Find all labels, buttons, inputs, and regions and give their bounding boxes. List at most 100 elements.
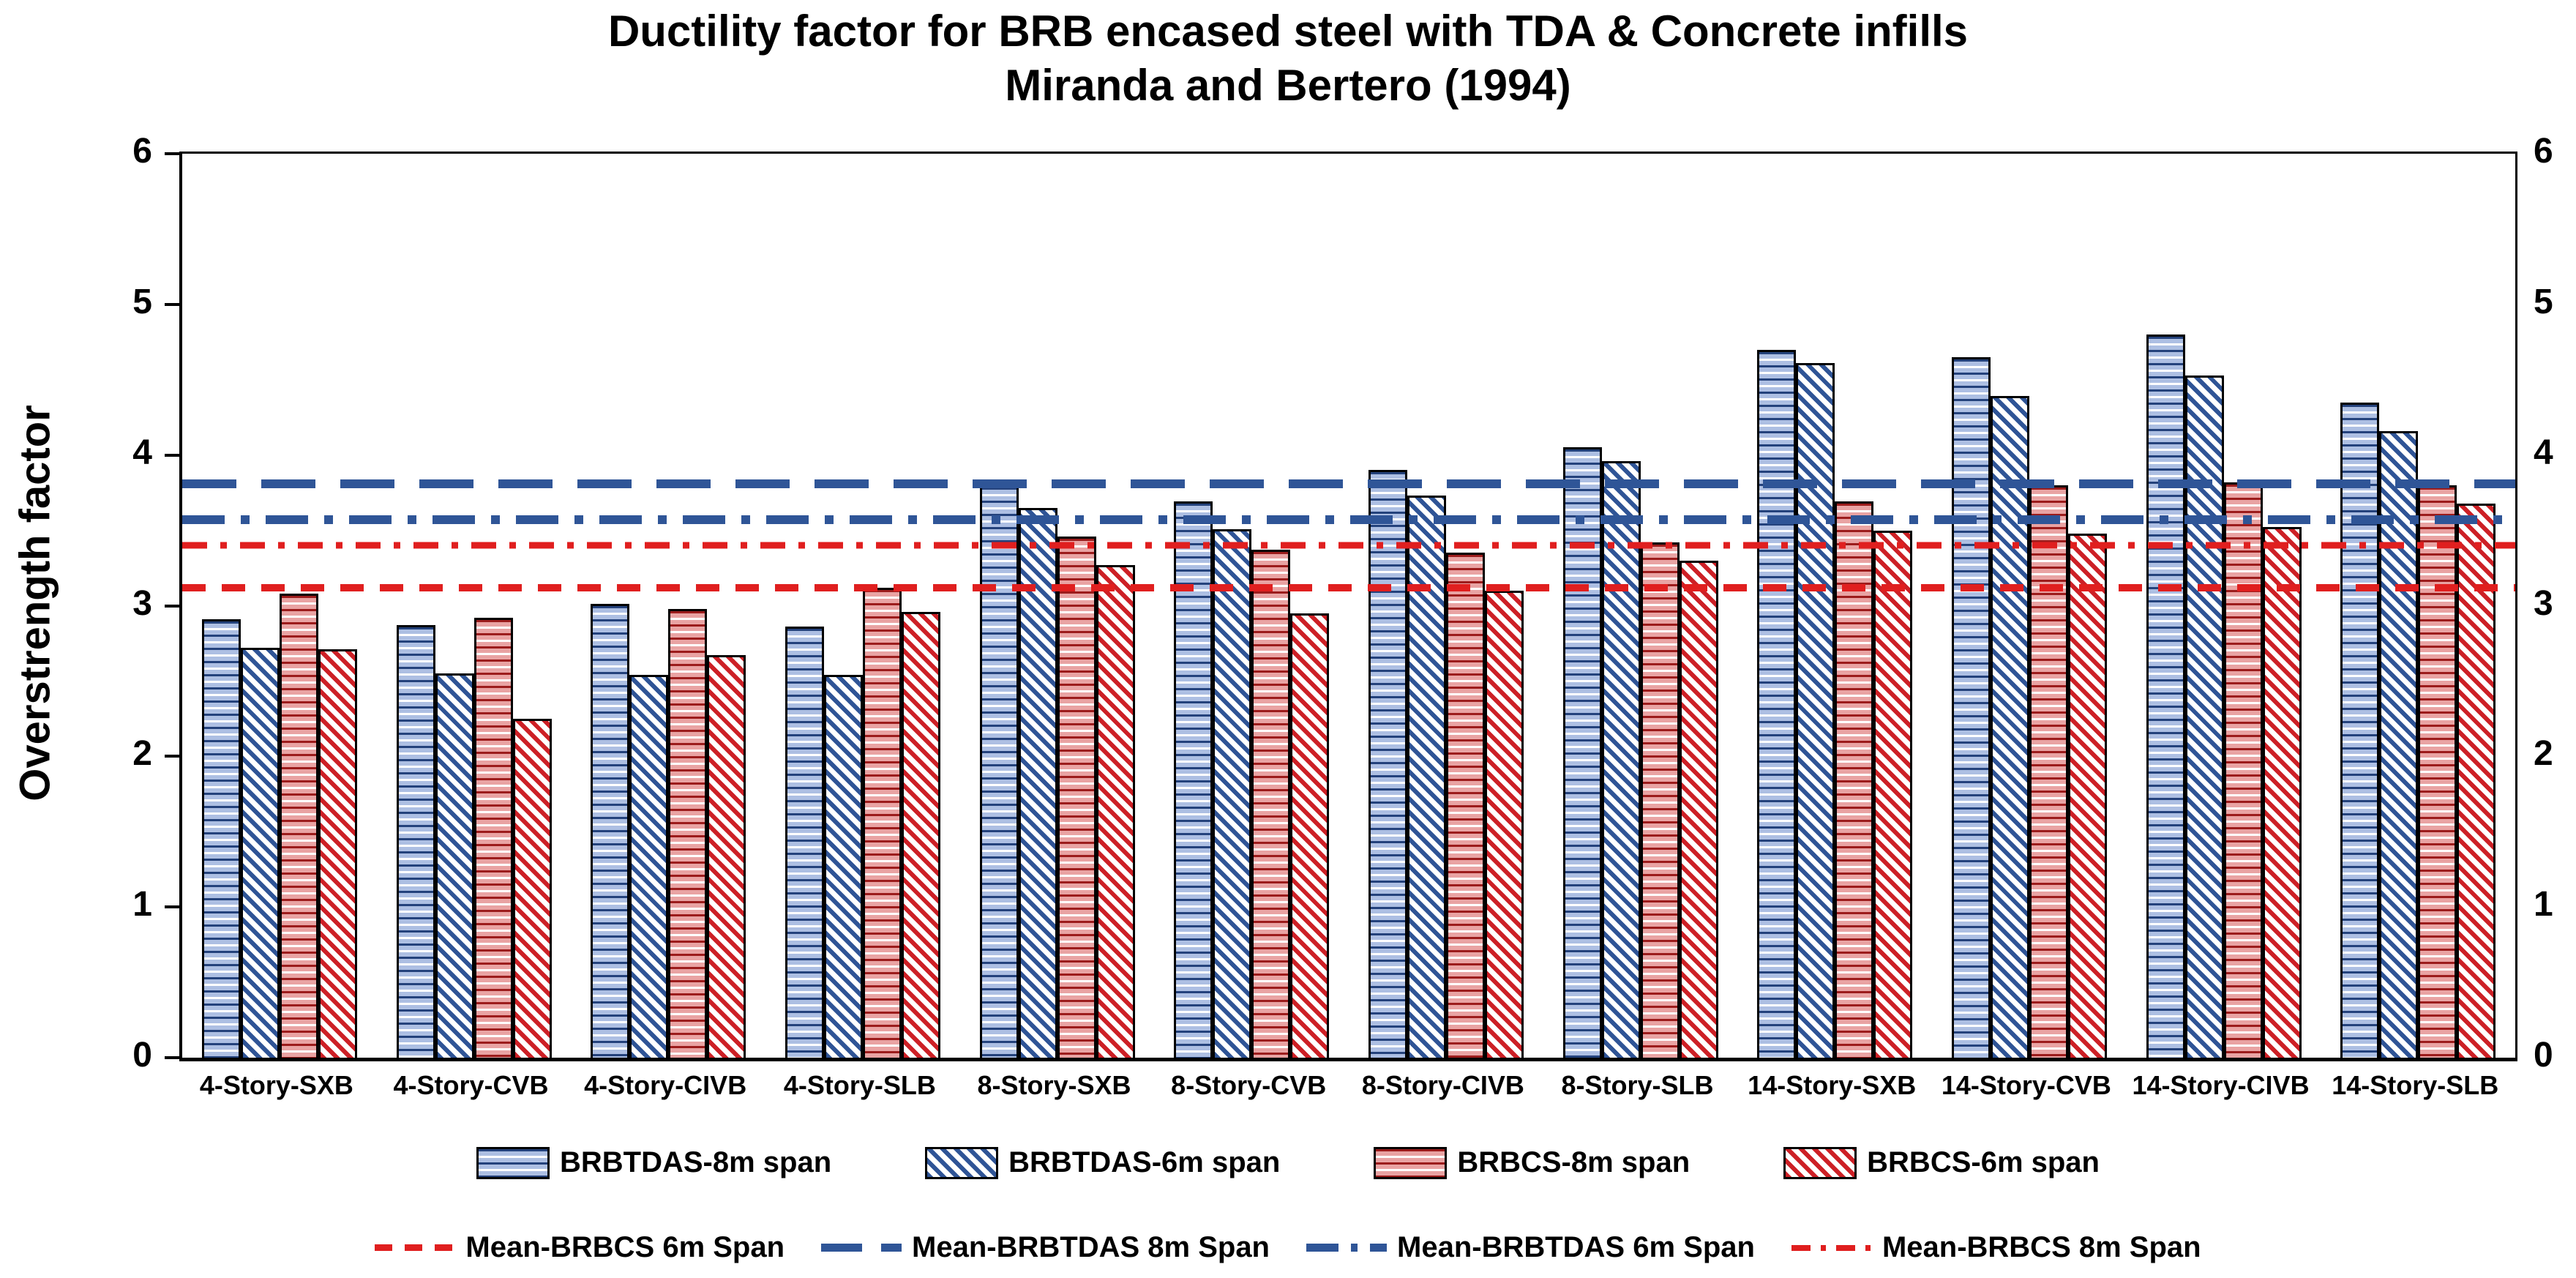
legend-item-BRBTDAS-6m span: BRBTDAS-6m span (925, 1146, 1280, 1179)
x-label-8-Story-CVB: 8-Story-CVB (1171, 1070, 1327, 1100)
bar (1990, 396, 2029, 1058)
x-label-8-Story-CIVB: 8-Story-CIVB (1361, 1070, 1524, 1100)
x-label-4-Story-CVB: 4-Story-CVB (393, 1070, 549, 1100)
legend-series: BRBTDAS-8m span BRBTDAS-6m span BRBCS-8m s… (0, 1146, 2576, 1179)
right-tick-label-4: 4 (2534, 433, 2553, 472)
legend-label: Mean-BRBCS 6m Span (465, 1231, 785, 1263)
y-tick-label-4: 4 (132, 433, 152, 472)
bar (823, 675, 863, 1058)
y-tick-mark (165, 302, 179, 306)
legend-line-marker (1791, 1244, 1872, 1251)
legend-item-Mean-BRBCS 8m Span: Mean-BRBCS 8m Span (1791, 1231, 2201, 1264)
bar (785, 627, 824, 1058)
bar-group-8-Story-SXB (960, 154, 1155, 1058)
legend-label: Mean-BRBCS 8m Span (1882, 1231, 2201, 1263)
right-tick-label-6: 6 (2534, 132, 2553, 171)
bar (2340, 402, 2380, 1058)
y-tick-label-2: 2 (132, 734, 152, 774)
bar (668, 608, 708, 1058)
y-tick-mark (165, 1056, 179, 1059)
x-label-14-Story-SLB: 14-Story-SLB (2332, 1070, 2499, 1100)
legend-label: BRBTDAS-6m span (1008, 1146, 1281, 1178)
mean-line-Mean-BRBTDAS 6m Span (182, 515, 2515, 525)
bar (591, 604, 630, 1058)
legend-item-BRBCS-6m span: BRBCS-6m span (1783, 1146, 2100, 1179)
bar (901, 611, 940, 1058)
bar (1096, 564, 1135, 1058)
bar (1601, 460, 1641, 1058)
bar (1835, 501, 1874, 1058)
y-tick-mark (165, 604, 179, 608)
chart-title-line2: Miranda and Bertero (1994) (1005, 61, 1571, 110)
mean-line-Mean-BRBCS 6m Span (182, 583, 2515, 591)
x-label-14-Story-CIVB: 14-Story-CIVB (2132, 1070, 2310, 1100)
bar (2223, 482, 2263, 1058)
x-axis-labels: 4-Story-SXB 4-Story-CVB 4-Story-CIVB 4-Stor… (179, 1070, 2512, 1101)
bar (1757, 349, 1797, 1058)
bar (1290, 613, 1330, 1058)
legend-label: BRBCS-6m span (1867, 1146, 2100, 1178)
x-label-4-Story-SXB: 4-Story-SXB (199, 1070, 353, 1100)
bar-group-8-Story-SLB (1543, 154, 1738, 1058)
y-tick-mark (165, 755, 179, 758)
x-label-8-Story-SLB: 8-Story-SLB (1561, 1070, 1714, 1100)
bar (707, 655, 746, 1058)
bar (2418, 485, 2457, 1058)
legend-swatch-red-horizontal (1374, 1146, 1448, 1179)
legend-line-marker (1306, 1244, 1387, 1252)
bar (1562, 447, 1602, 1058)
bar-group-14-Story-CIVB (2127, 154, 2321, 1058)
bar (1951, 356, 1991, 1058)
bar (1213, 528, 1252, 1058)
mean-line-Mean-BRBTDAS 8m Span (182, 479, 2515, 488)
bar-group-4-Story-CIVB (571, 154, 765, 1058)
bar (862, 587, 902, 1058)
y-tick-label-6: 6 (132, 132, 152, 171)
bar (318, 649, 357, 1058)
legend-item-Mean-BRBCS 6m Span: Mean-BRBCS 6m Span (375, 1231, 785, 1264)
bar (1640, 542, 1680, 1058)
legend-label: BRBTDAS-8m span (560, 1146, 832, 1178)
bar (2029, 485, 2068, 1058)
bar (435, 673, 474, 1058)
legend-swatch-red-diagonal (1783, 1146, 1857, 1179)
bar (1368, 470, 1407, 1058)
legend-label: BRBCS-8m span (1457, 1146, 1690, 1178)
legend-item-Mean-BRBTDAS 8m Span: Mean-BRBTDAS 8m Span (821, 1231, 1270, 1264)
bar (1407, 496, 1446, 1058)
bar-group-14-Story-CVB (1932, 154, 2127, 1058)
chart-title: Ductility factor for BRB encased steel w… (0, 4, 2576, 113)
y-tick-mark (165, 152, 179, 155)
bar-group-4-Story-SLB (765, 154, 960, 1058)
right-tick-label-3: 3 (2534, 583, 2553, 623)
bar-group-4-Story-CVB (377, 154, 572, 1058)
legend-line-marker (821, 1244, 902, 1252)
legend-label: Mean-BRBTDAS 6m Span (1397, 1231, 1755, 1263)
bar (2067, 533, 2107, 1058)
x-label-14-Story-SXB: 14-Story-SXB (1748, 1070, 1917, 1100)
plot-area (165, 152, 2517, 1061)
bar-group-8-Story-CVB (1154, 154, 1349, 1058)
legend-item-BRBCS-8m span: BRBCS-8m span (1374, 1146, 1690, 1179)
bar-group-8-Story-CIVB (1349, 154, 1543, 1058)
bar (629, 675, 669, 1058)
bar (1018, 507, 1057, 1058)
bar-group-4-Story-SXB (182, 154, 377, 1058)
bar-group-14-Story-SLB (2321, 154, 2515, 1058)
bar (396, 625, 435, 1058)
bar (2146, 335, 2185, 1058)
right-tick-label-1: 1 (2534, 885, 2553, 924)
bar (1445, 553, 1485, 1058)
legend-swatch-blue-diagonal (925, 1146, 999, 1179)
mean-line-Mean-BRBCS 8m Span (182, 542, 2515, 549)
bar (1174, 501, 1213, 1058)
legend-line-marker (375, 1244, 456, 1251)
x-label-4-Story-SLB: 4-Story-SLB (783, 1070, 936, 1100)
y-tick-label-5: 5 (132, 282, 152, 321)
y-tick-label-1: 1 (132, 885, 152, 924)
right-tick-label-0: 0 (2534, 1036, 2553, 1075)
bar (201, 619, 241, 1058)
bar (279, 594, 318, 1058)
bar-group-14-Story-SXB (1737, 154, 1932, 1058)
